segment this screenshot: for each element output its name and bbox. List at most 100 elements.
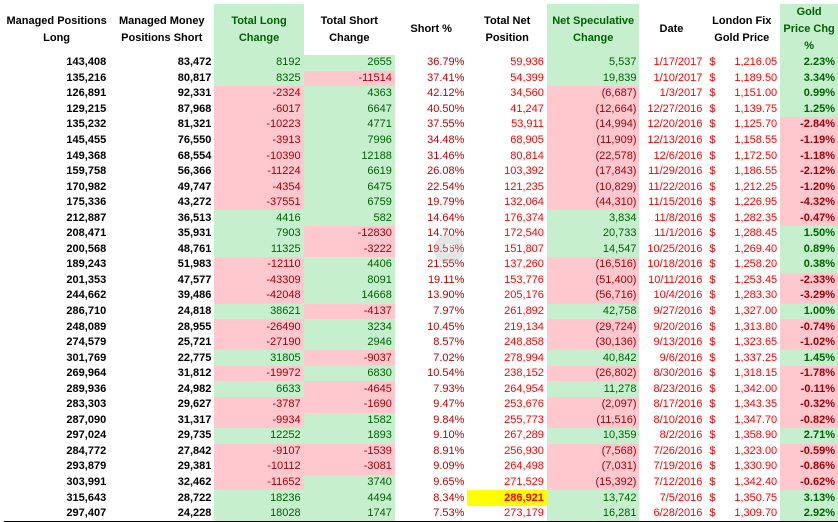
cell-long: 248,089 bbox=[66, 320, 107, 333]
table-row: 286,710 24,818 38621 -4137 7.97% 261,892 42,75… bbox=[4, 303, 838, 320]
cell-long-change: 8192 bbox=[214, 55, 304, 71]
cell-date: 12/20/2016 bbox=[647, 118, 703, 131]
cell-short-change: 1582 bbox=[303, 412, 395, 429]
cell-net-change: 40,842 bbox=[546, 350, 640, 366]
cell-net-position: 286,921 bbox=[467, 490, 547, 506]
table-row: 289,936 24,982 6633 -4645 7.93% 264,954 11,278… bbox=[4, 381, 838, 398]
cell-short-pct: 9.09% bbox=[433, 460, 465, 473]
table-row: 303,991 32,462 -11652 3740 9.65% 271,529 (15,3… bbox=[4, 474, 838, 491]
cell-short: 43,272 bbox=[177, 196, 212, 209]
cell-net-position: 176,374 bbox=[504, 211, 544, 224]
cell-gold-change: 1.00% bbox=[780, 303, 838, 320]
table-row: 212,887 36,513 4416 582 14.64% 176,374 3,834 11… bbox=[4, 210, 838, 227]
cell-short-pct: 8.34% bbox=[433, 491, 465, 504]
cell-date: 12/27/2016 bbox=[647, 102, 703, 115]
cell-gold-price: 1,172.50 bbox=[734, 149, 778, 162]
header-gold-chg: Gold Price Chg % bbox=[780, 4, 838, 55]
cell-gold-change: -3.29% bbox=[780, 288, 838, 304]
cell-long-change: -2324 bbox=[214, 86, 304, 102]
cell-long-change: -10112 bbox=[214, 459, 304, 475]
cell-gold-change: 1.25% bbox=[780, 101, 838, 118]
cell-short: 28,722 bbox=[177, 491, 212, 504]
cell-long: 129,215 bbox=[66, 102, 107, 115]
table-row: 269,964 31,812 -19972 6830 10.54% 238,152 (26,… bbox=[4, 365, 838, 382]
cell-net-change: (11,516) bbox=[546, 412, 640, 429]
table-row: 135,232 81,321 -10223 4771 37.55% 53,911 (14,9… bbox=[4, 117, 838, 133]
cell-net-change: (26,802) bbox=[546, 365, 640, 382]
cell-gold-change: -2.33% bbox=[780, 272, 838, 289]
cell-short-pct: 8.57% bbox=[433, 336, 465, 349]
cell-gold-change: 0.99% bbox=[780, 86, 838, 102]
cell-net-change: (51,400) bbox=[546, 272, 640, 289]
cell-short-change: -12830 bbox=[303, 226, 395, 242]
cell-currency: $ bbox=[709, 398, 716, 411]
cell-currency: $ bbox=[709, 56, 716, 69]
cell-date: 9/20/2016 bbox=[653, 320, 703, 333]
cell-date: 7/5/2016 bbox=[659, 491, 703, 504]
cell-short-pct: 9.47% bbox=[433, 398, 465, 411]
cell-currency: $ bbox=[709, 460, 716, 473]
cell-gold-change: 2.71% bbox=[780, 428, 838, 444]
header-line: Long bbox=[43, 31, 71, 44]
cell-net-position: 151,807 bbox=[504, 242, 544, 255]
cell-short: 25,721 bbox=[177, 336, 212, 349]
cell-currency: $ bbox=[709, 491, 716, 504]
cell-long-change: -3913 bbox=[214, 132, 304, 149]
cell-long-change: -19972 bbox=[214, 365, 304, 382]
cell-long-change: 11325 bbox=[214, 241, 304, 258]
cell-long-change: -3787 bbox=[214, 397, 304, 413]
cell-short-pct: 7.93% bbox=[433, 382, 465, 395]
cell-gold-price: 1,327.00 bbox=[734, 305, 778, 318]
cell-long: 297,024 bbox=[66, 429, 107, 442]
cell-short: 87,968 bbox=[177, 102, 212, 115]
cell-gold-price: 1,151.00 bbox=[734, 87, 778, 100]
cell-short: 31,317 bbox=[177, 413, 212, 426]
cell-long-change: -11224 bbox=[214, 163, 304, 180]
cell-net-position: 261,892 bbox=[504, 305, 544, 318]
header-line: Gold Price Chg % bbox=[783, 6, 835, 52]
cell-short-change: -3081 bbox=[303, 459, 395, 475]
cell-short-change: 6830 bbox=[303, 365, 395, 382]
cell-currency: $ bbox=[703, 505, 721, 522]
table-row: 149,368 68,554 -10390 12188 31.46% 80,814 (22,… bbox=[4, 148, 838, 164]
cell-short-pct: 14.64% bbox=[427, 211, 465, 224]
cell-short: 24,982 bbox=[177, 382, 212, 395]
cell-gold-price: 1,350.75 bbox=[734, 491, 778, 504]
cell-short-pct: 13.90% bbox=[427, 289, 465, 302]
cell-long-change: 31805 bbox=[214, 350, 304, 366]
cell-currency: $ bbox=[709, 429, 716, 442]
cell-currency: $ bbox=[709, 289, 716, 302]
cell-short-change: 1747 bbox=[303, 505, 395, 522]
cell-long-change: 12252 bbox=[214, 428, 304, 444]
header-short-pct: Short % bbox=[395, 4, 468, 55]
cell-short-pct: 36.79% bbox=[427, 56, 465, 69]
cell-long: 175,336 bbox=[66, 196, 107, 209]
cell-currency: $ bbox=[709, 165, 716, 178]
cell-long: 289,936 bbox=[66, 382, 107, 395]
table-header: Managed Positions Long Managed Money Positi… bbox=[4, 4, 838, 55]
cell-short-pct: 31.46% bbox=[427, 149, 465, 162]
cell-net-change: (22,578) bbox=[546, 148, 640, 164]
cell-date: 7/19/2016 bbox=[653, 460, 703, 473]
cell-date: 7/26/2016 bbox=[653, 444, 703, 457]
cell-net-change: (12,664) bbox=[546, 101, 640, 118]
cell-gold-price: 1,226.95 bbox=[734, 196, 778, 209]
table-row: 287,090 31,317 -9934 1582 9.84% 255,773 (11,51… bbox=[4, 412, 838, 429]
cell-net-change: (29,724) bbox=[546, 319, 640, 335]
table-row: 284,772 27,842 -9107 -1539 8.91% 256,930 (7,56… bbox=[4, 443, 838, 460]
cell-long: 208,471 bbox=[66, 227, 107, 240]
cell-net-change: (44,310) bbox=[546, 194, 640, 211]
cell-date: 11/1/2016 bbox=[654, 227, 703, 240]
cell-gold-change: 2.92% bbox=[780, 505, 838, 522]
cell-currency: $ bbox=[709, 305, 716, 318]
header-line: Date bbox=[659, 23, 684, 35]
cell-net-position: 137,260 bbox=[504, 258, 544, 271]
cell-net-position: 132,064 bbox=[504, 196, 544, 209]
cell-currency: $ bbox=[709, 180, 716, 193]
cell-gold-price: 1,189.50 bbox=[734, 71, 778, 84]
cell-currency: $ bbox=[709, 118, 716, 131]
cell-gold-change: -0.82% bbox=[780, 412, 838, 429]
cell-short: 49,747 bbox=[177, 180, 212, 193]
cell-net-change: 42,758 bbox=[546, 303, 640, 320]
cell-gold-price: 1,186.55 bbox=[734, 165, 778, 178]
